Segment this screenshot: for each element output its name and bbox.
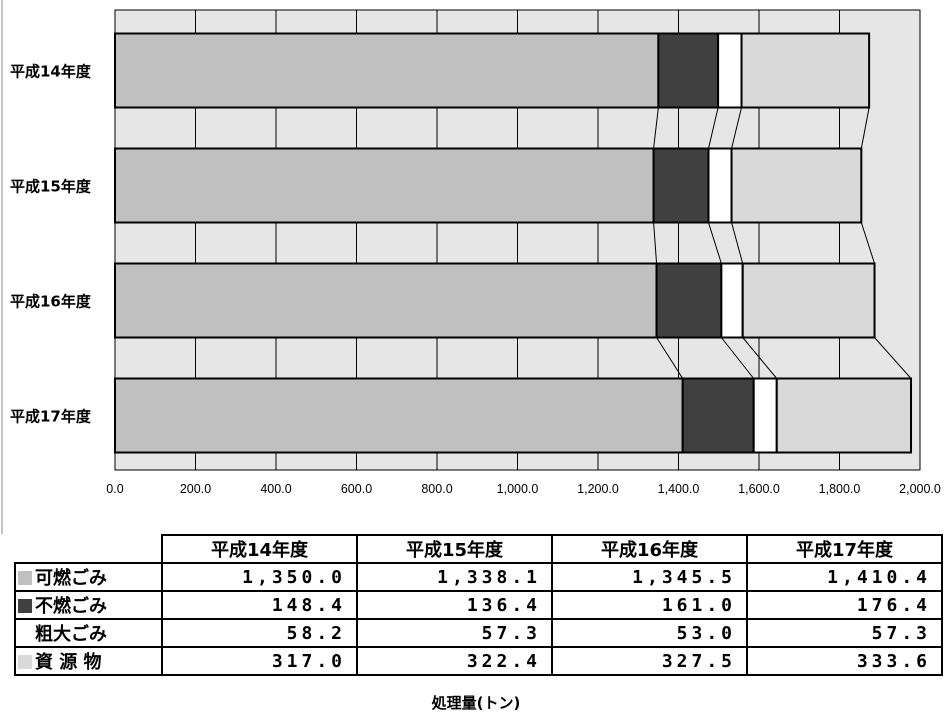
bar-segment xyxy=(720,262,744,339)
bar-segment xyxy=(114,377,684,454)
series-connector-line xyxy=(874,337,912,379)
series-connector-line xyxy=(656,337,684,379)
bar-segment xyxy=(681,377,755,454)
table-value-cell: 53.0 xyxy=(551,618,748,648)
table-value-cell: 333.6 xyxy=(746,646,943,676)
table-category-cell: 粗大ごみ xyxy=(14,618,163,648)
series-label: 粗大ごみ xyxy=(35,624,107,645)
series-connector-line xyxy=(653,222,658,264)
table-value-cell: 327.5 xyxy=(551,646,748,676)
bar-segment xyxy=(775,377,913,454)
series-label: 可燃ごみ xyxy=(35,568,107,589)
table-category-cell: 可燃ごみ xyxy=(14,562,163,592)
table-category-cell: 資 源 物 xyxy=(14,646,163,676)
legend-swatch xyxy=(18,655,32,669)
table-value-cell: 57.3 xyxy=(356,618,553,648)
table-header-year: 平成17年度 xyxy=(746,534,943,564)
bar-segment xyxy=(114,262,658,339)
data-table: 平成14年度 平成15年度 平成16年度 平成17年度 可燃ごみ 1,350.0 1… xyxy=(14,534,943,676)
table-header-row: 平成14年度 平成15年度 平成16年度 平成17年度 xyxy=(15,534,943,564)
legend-swatch xyxy=(18,571,32,585)
table-category-cell: 不燃ごみ xyxy=(14,590,163,620)
table-value-cell: 1,410.4 xyxy=(746,562,943,592)
bar-segment xyxy=(740,32,871,109)
table-value-cell: 161.0 xyxy=(551,590,748,620)
table-row: 可燃ごみ 1,350.0 1,338.1 1,345.5 1,410.4 xyxy=(14,562,943,592)
table-value-cell: 322.4 xyxy=(356,646,553,676)
legend-swatch xyxy=(18,627,32,641)
category-label: 平成14年度 xyxy=(10,63,92,81)
x-tick-label: 1,400.0 xyxy=(658,482,700,496)
bar-segment xyxy=(652,147,710,224)
x-tick-label: 400.0 xyxy=(260,482,291,496)
table-value-cell: 317.0 xyxy=(161,646,358,676)
table-value-cell: 1,345.5 xyxy=(551,562,748,592)
x-tick-label: 0.0 xyxy=(106,482,123,496)
category-label: 平成16年度 xyxy=(10,293,92,311)
table-value-cell: 1,350.0 xyxy=(161,562,358,592)
category-label: 平成15年度 xyxy=(10,178,92,196)
table-value-cell: 58.2 xyxy=(161,618,358,648)
x-tick-label: 1,800.0 xyxy=(819,482,861,496)
x-axis-label: 処理量(トン) xyxy=(431,694,521,712)
x-tick-label: 600.0 xyxy=(341,482,372,496)
table-value-cell: 57.3 xyxy=(746,618,943,648)
bar-segment xyxy=(741,262,876,339)
series-connector-line xyxy=(860,107,870,149)
series-connector-line xyxy=(731,222,744,264)
table-header-year: 平成16年度 xyxy=(551,534,748,564)
table-value-cell: 176.4 xyxy=(746,590,943,620)
table-row: 資 源 物 317.0 322.4 327.5 333.6 xyxy=(14,646,943,676)
x-tick-label: 1,200.0 xyxy=(577,482,619,496)
series-connector-line xyxy=(720,337,755,379)
x-tick-label: 1,600.0 xyxy=(738,482,780,496)
stacked-bar-chart: 0.0 200.0 400.0 600.0 800.0 1,000.0 1,200.0 1,4… xyxy=(1,0,941,534)
x-tick-label: 2,000.0 xyxy=(899,482,941,496)
series-label: 資 源 物 xyxy=(35,652,102,673)
series-connector-line xyxy=(708,222,722,264)
table-header-year: 平成15年度 xyxy=(356,534,553,564)
legend-swatch xyxy=(18,599,32,613)
bar-segment xyxy=(717,32,743,109)
table-value-cell: 136.4 xyxy=(356,590,553,620)
series-connector-line xyxy=(860,222,875,264)
x-tick-label: 800.0 xyxy=(421,482,452,496)
bar-segment xyxy=(730,147,863,224)
series-connector-line xyxy=(742,337,778,379)
bar-segment xyxy=(114,147,655,224)
table-value-cell: 148.4 xyxy=(161,590,358,620)
bar-segment xyxy=(752,377,778,454)
bar-segment xyxy=(655,262,723,339)
table-row: 粗大ごみ 58.2 57.3 53.0 57.3 xyxy=(14,618,943,648)
x-tick-label: 1,000.0 xyxy=(497,482,539,496)
bar-segment xyxy=(114,32,660,109)
table-header-year: 平成14年度 xyxy=(161,534,358,564)
series-connector-line xyxy=(731,107,743,149)
table-value-cell: 1,338.1 xyxy=(356,562,553,592)
table-row: 不燃ごみ 148.4 136.4 161.0 176.4 xyxy=(14,590,943,620)
x-tick-label: 200.0 xyxy=(180,482,211,496)
bar-segment xyxy=(657,32,720,109)
table-corner-cell xyxy=(15,535,163,564)
series-label: 不燃ごみ xyxy=(35,596,107,617)
category-label: 平成17年度 xyxy=(10,408,92,426)
series-connector-line xyxy=(707,107,719,149)
bar-segment xyxy=(707,147,733,224)
series-connector-line xyxy=(653,107,659,149)
